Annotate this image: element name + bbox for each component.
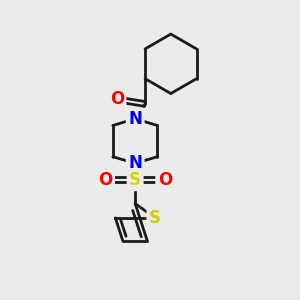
Text: O: O xyxy=(158,171,172,189)
Text: S: S xyxy=(149,209,161,227)
Text: S: S xyxy=(129,171,141,189)
Text: O: O xyxy=(98,171,112,189)
Text: N: N xyxy=(128,110,142,128)
Text: N: N xyxy=(128,154,142,172)
Text: O: O xyxy=(110,91,124,109)
